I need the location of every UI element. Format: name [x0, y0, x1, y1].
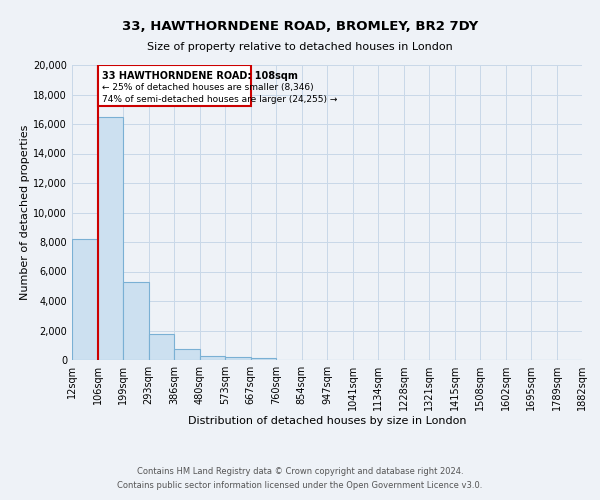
- Text: Contains HM Land Registry data © Crown copyright and database right 2024.: Contains HM Land Registry data © Crown c…: [137, 467, 463, 476]
- Bar: [72, 239, 98, 360]
- Text: Size of property relative to detached houses in London: Size of property relative to detached ho…: [147, 42, 453, 52]
- Bar: [200, 356, 225, 360]
- Bar: [174, 349, 200, 360]
- X-axis label: Distribution of detached houses by size in London: Distribution of detached houses by size …: [188, 416, 466, 426]
- Bar: [225, 357, 251, 360]
- Bar: [251, 358, 276, 360]
- Bar: [98, 65, 251, 106]
- Text: 33, HAWTHORNDENE ROAD, BROMLEY, BR2 7DY: 33, HAWTHORNDENE ROAD, BROMLEY, BR2 7DY: [122, 20, 478, 33]
- Text: 33 HAWTHORNDENE ROAD: 108sqm: 33 HAWTHORNDENE ROAD: 108sqm: [102, 71, 298, 81]
- Bar: [123, 282, 149, 360]
- Bar: [149, 334, 174, 360]
- Text: 74% of semi-detached houses are larger (24,255) →: 74% of semi-detached houses are larger (…: [102, 94, 337, 104]
- Text: ← 25% of detached houses are smaller (8,346): ← 25% of detached houses are smaller (8,…: [102, 82, 313, 92]
- Y-axis label: Number of detached properties: Number of detached properties: [20, 125, 31, 300]
- Text: Contains public sector information licensed under the Open Government Licence v3: Contains public sector information licen…: [118, 481, 482, 490]
- Bar: [98, 116, 123, 360]
